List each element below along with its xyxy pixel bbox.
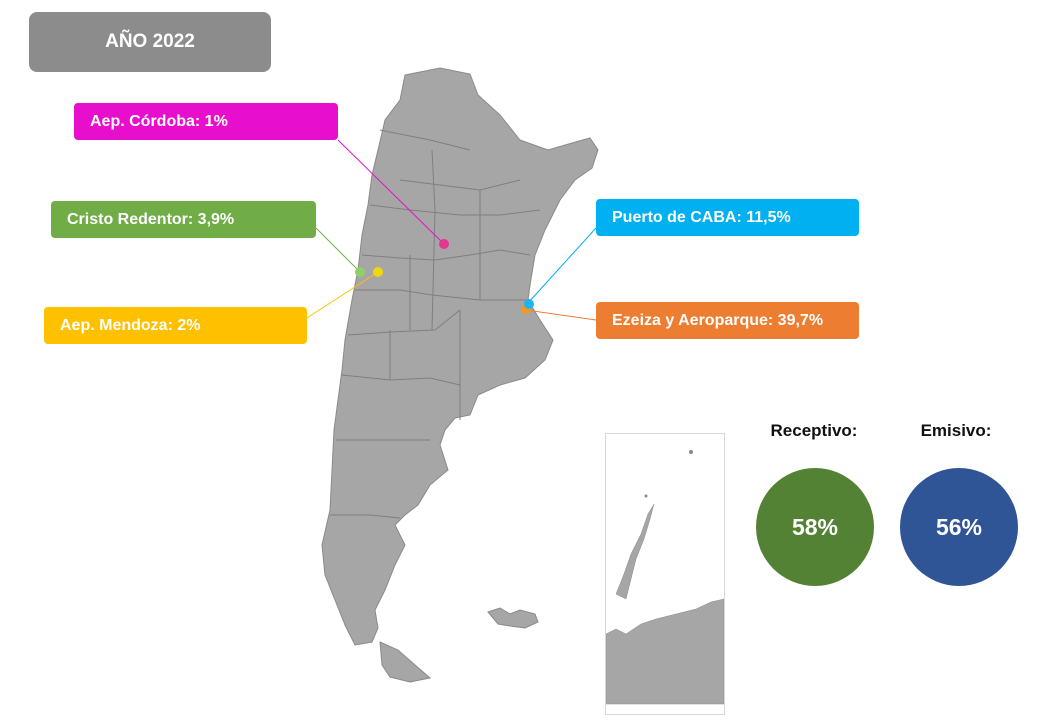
- label-caba-text: Puerto de CABA: 11,5%: [612, 208, 791, 226]
- dot-caba: [524, 299, 534, 309]
- label-cristo-text: Cristo Redentor: 3,9%: [67, 210, 235, 228]
- label-ezeiza-text: Ezeiza y Aeroparque: 39,7%: [612, 311, 824, 329]
- emisivo-value: 56%: [935, 513, 983, 540]
- antarctica-inset: [605, 433, 725, 715]
- receptivo-circle: 58%: [756, 468, 874, 586]
- malvinas-shape: [487, 607, 539, 629]
- island-shape: [666, 624, 678, 636]
- island-dot-2: [644, 494, 648, 498]
- dot-cordoba: [439, 239, 449, 249]
- peninsula-shape: [615, 503, 655, 600]
- dot-cristo: [355, 267, 365, 277]
- label-caba: Puerto de CABA: 11,5%: [596, 199, 859, 236]
- receptivo-title: Receptivo:: [770, 421, 858, 440]
- label-mendoza-text: Aep. Mendoza: 2%: [60, 316, 201, 334]
- province-borders: [330, 129, 541, 519]
- antarctica-inset-map: [605, 450, 725, 705]
- antarctica-shape: [605, 598, 725, 705]
- label-mendoza: Aep. Mendoza: 2%: [44, 307, 307, 344]
- leader-cristo: [315, 227, 361, 273]
- emisivo-circle: 56%: [900, 468, 1018, 586]
- island-shape-2: [656, 622, 663, 630]
- leader-ezeiza: [525, 309, 597, 321]
- island-dot: [689, 450, 693, 454]
- leader-cordoba: [337, 139, 445, 245]
- leader-mendoza: [306, 271, 379, 319]
- argentina-mainland: [321, 67, 599, 683]
- label-ezeiza: Ezeiza y Aeroparque: 39,7%: [596, 302, 859, 339]
- label-cordoba: Aep. Córdoba: 1%: [74, 103, 338, 140]
- dot-mendoza: [373, 267, 383, 277]
- leader-lines: [306, 139, 597, 321]
- label-cordoba-text: Aep. Córdoba: 1%: [90, 112, 228, 130]
- year-label: AÑO 2022: [105, 31, 195, 52]
- point-dots: [355, 239, 534, 314]
- emisivo-title: Emisivo:: [920, 421, 992, 440]
- tierra-del-fuego-shape: [379, 641, 432, 683]
- label-cristo: Cristo Redentor: 3,9%: [51, 201, 316, 238]
- year-badge: AÑO 2022: [29, 12, 271, 72]
- leader-caba: [527, 227, 597, 304]
- receptivo-value: 58%: [791, 513, 839, 540]
